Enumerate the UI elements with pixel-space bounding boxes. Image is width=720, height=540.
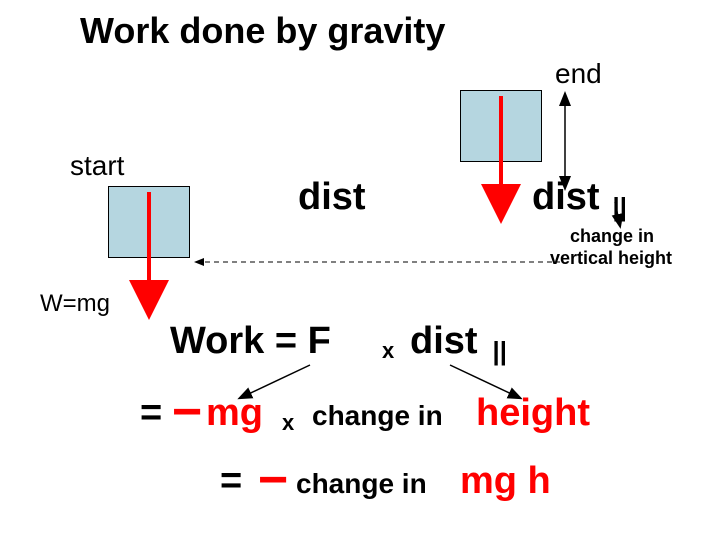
work-eq-work: Work = F	[170, 320, 331, 363]
start-label: start	[70, 150, 124, 182]
line2-minus: −	[172, 382, 202, 442]
line2-x2: x	[282, 410, 294, 436]
vertical-height-label: vertical height	[550, 248, 672, 269]
parallel-symbol-1: ||	[612, 192, 627, 223]
page-title: Work done by gravity	[80, 10, 445, 52]
diagram-overlay	[0, 0, 720, 540]
work-eq-dist: dist	[410, 320, 478, 363]
line2-eq: =	[140, 392, 162, 435]
work-eq-x1: x	[382, 338, 394, 364]
dist-par-label: dist	[532, 176, 600, 219]
work-eq-par: ||	[492, 336, 507, 367]
line2-height: height	[476, 392, 590, 435]
end-label: end	[555, 58, 602, 90]
end-box	[460, 90, 542, 162]
dist-label: dist	[298, 176, 366, 219]
line3-change: change in	[296, 468, 427, 500]
change-in-label: change in	[570, 226, 654, 247]
start-box	[108, 186, 190, 258]
line3-eq: =	[220, 460, 242, 503]
wmg-label: W=mg	[40, 290, 110, 318]
line2-change: change in	[312, 400, 443, 432]
line3-mgh: mg h	[460, 460, 551, 503]
line2-mg: mg	[206, 392, 263, 435]
line3-minus: −	[258, 450, 288, 510]
